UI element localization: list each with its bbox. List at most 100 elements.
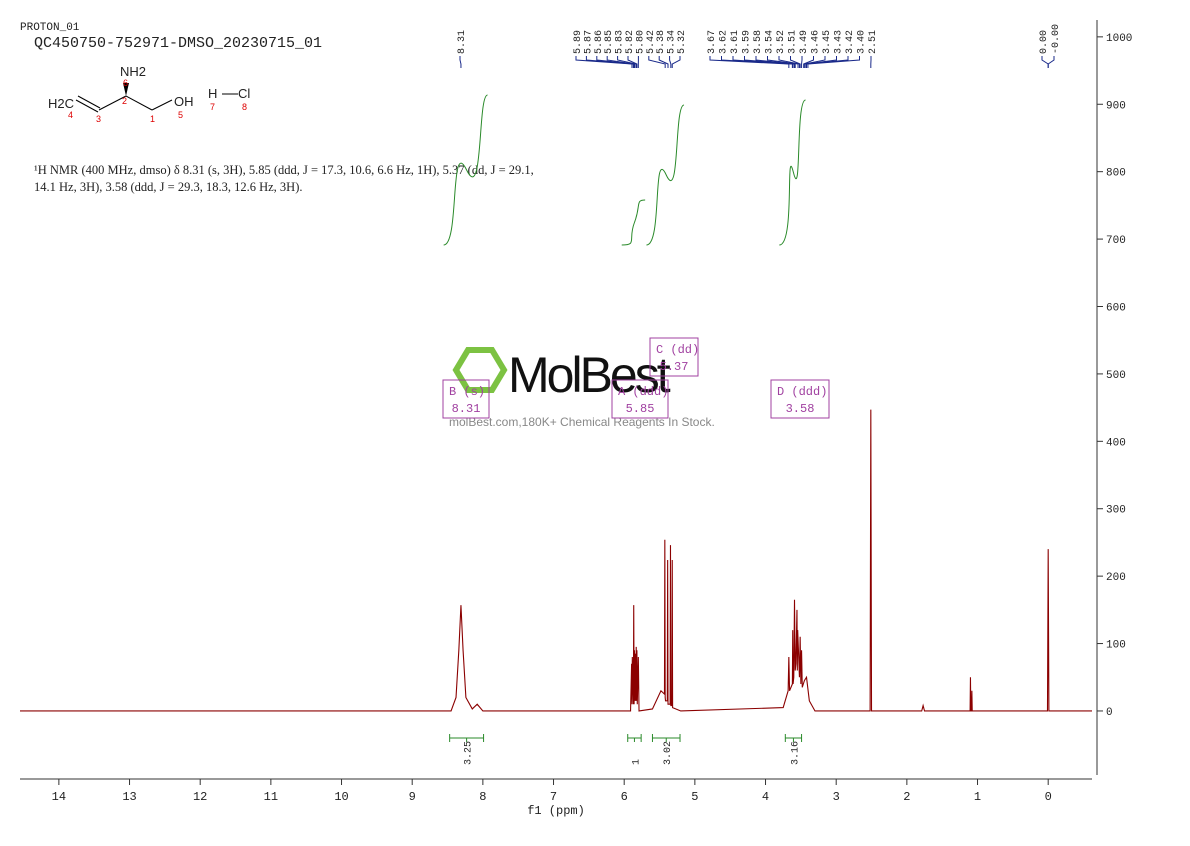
atom: OH: [174, 94, 194, 109]
y-tick-label: 400: [1106, 437, 1126, 449]
multiplet-name: D (ddd): [777, 385, 827, 399]
peak-label: 5.86: [594, 30, 605, 54]
x-tick-label: 4: [762, 790, 769, 804]
peak-label: 3.51: [788, 30, 799, 54]
y-tick-label: 0: [1106, 707, 1113, 719]
x-tick-label: 2: [903, 790, 910, 804]
bond: [76, 100, 98, 112]
peak-label: 3.67: [707, 30, 718, 54]
x-tick-label: 3: [833, 790, 840, 804]
peak-connector: [672, 56, 680, 68]
peak-connector: [1042, 56, 1048, 68]
x-tick-label: 13: [122, 790, 136, 804]
x-tick-label: 11: [264, 790, 278, 804]
peak-connector: [804, 56, 814, 68]
atom: H: [208, 86, 217, 101]
atom-number: 6: [123, 78, 128, 88]
y-tick-label: 800: [1106, 168, 1126, 180]
structure: NH2 H2C OH H Cl 6 2 4 3 1 5 7 8: [48, 64, 250, 124]
peak-label: 3.40: [857, 30, 868, 54]
y-tick-label: 600: [1106, 302, 1126, 314]
peak-connector: [460, 56, 461, 68]
peak-label: 5.80: [635, 30, 646, 54]
atom-number: 7: [210, 102, 215, 112]
y-tick-label: 500: [1106, 370, 1126, 382]
integral-curve: [646, 105, 684, 245]
x-axis-label: f1 (ppm): [527, 804, 585, 818]
bond: [126, 96, 152, 110]
x-tick-label: 6: [621, 790, 628, 804]
x-tick-label: 14: [52, 790, 66, 804]
integral-value: 3.25: [464, 741, 475, 765]
peak-label: 3.58: [753, 30, 764, 54]
peak-label: 3.61: [730, 30, 741, 54]
atom-number: 4: [68, 110, 73, 120]
multiplet-name: A (ddd): [618, 385, 668, 399]
multiplet-name: B (s): [449, 385, 485, 399]
x-tick-label: 7: [550, 790, 557, 804]
peak-label: 0.00: [1039, 30, 1050, 54]
x-tick-label: 12: [193, 790, 207, 804]
bond: [152, 100, 172, 110]
peak-label: 3.43: [834, 30, 845, 54]
atom-number: 8: [242, 102, 247, 112]
spectrum: [20, 410, 1092, 711]
y-tick-label: 1000: [1106, 33, 1132, 45]
x-tick-label: 8: [479, 790, 486, 804]
y-tick-label: 300: [1106, 505, 1126, 517]
peak-label: 5.38: [656, 30, 667, 54]
peak-label: 5.83: [615, 30, 626, 54]
multiplet-shift: 8.31: [452, 402, 481, 416]
description: 14.1 Hz, 3H), 3.58 (ddd, J = 29.3, 18.3,…: [34, 180, 302, 194]
peak-label: 5.34: [667, 30, 678, 54]
peak-label: 3.45: [822, 30, 833, 54]
atom: H2C: [48, 96, 74, 111]
integral-value: 1: [631, 759, 642, 765]
y-tick-label: 900: [1106, 100, 1126, 112]
integral-value: 3.02: [663, 741, 674, 765]
peak-label: 3.52: [776, 30, 787, 54]
atom: NH2: [120, 64, 146, 79]
multiplet-name: C (dd): [656, 343, 699, 357]
peak-label: 5.32: [677, 30, 688, 54]
peak-label: 5.42: [646, 30, 657, 54]
logo-icon: [456, 350, 504, 390]
peak-label: 2.51: [868, 30, 879, 54]
peak-connector: [659, 56, 668, 68]
y-tick-label: 200: [1106, 572, 1126, 584]
peak-label: 5.89: [573, 30, 584, 54]
peak-label: 3.54: [765, 30, 776, 54]
y-tick-label: 100: [1106, 640, 1126, 652]
atom: Cl: [238, 86, 250, 101]
atom-number: 5: [178, 110, 183, 120]
atom-number: 3: [96, 114, 101, 124]
peak-label: 3.42: [845, 30, 856, 54]
x-tick-label: 9: [409, 790, 416, 804]
x-tick-label: 10: [334, 790, 348, 804]
peak-label: 3.46: [811, 30, 822, 54]
y-tick-label: 700: [1106, 235, 1126, 247]
chart-title: QC450750-752971-DMSO_20230715_01: [34, 35, 322, 52]
bond: [78, 96, 100, 108]
peak-label: 3.59: [742, 30, 753, 54]
peak-label: 3.49: [799, 30, 810, 54]
x-tick-label: 1: [974, 790, 981, 804]
peak-label: -0.00: [1051, 24, 1062, 54]
peak-label: 8.31: [457, 30, 468, 54]
multiplet-shift: 5.85: [626, 402, 655, 416]
peak-label: 5.82: [625, 30, 636, 54]
peak-label: 3.62: [719, 30, 730, 54]
integral-curve: [779, 100, 805, 245]
peak-connector: [670, 56, 671, 68]
peak-connector: [1048, 56, 1054, 68]
integral-curve: [622, 200, 645, 245]
integral-value: 3.16: [790, 741, 801, 765]
atom-number: 2: [122, 96, 127, 106]
multiplet-shift: 3.58: [786, 402, 815, 416]
peak-label: 5.85: [604, 30, 615, 54]
experiment: PROTON_01: [20, 22, 80, 34]
atom-number: 1: [150, 114, 155, 124]
x-tick-label: 5: [691, 790, 698, 804]
peak-label: 5.87: [583, 30, 594, 54]
